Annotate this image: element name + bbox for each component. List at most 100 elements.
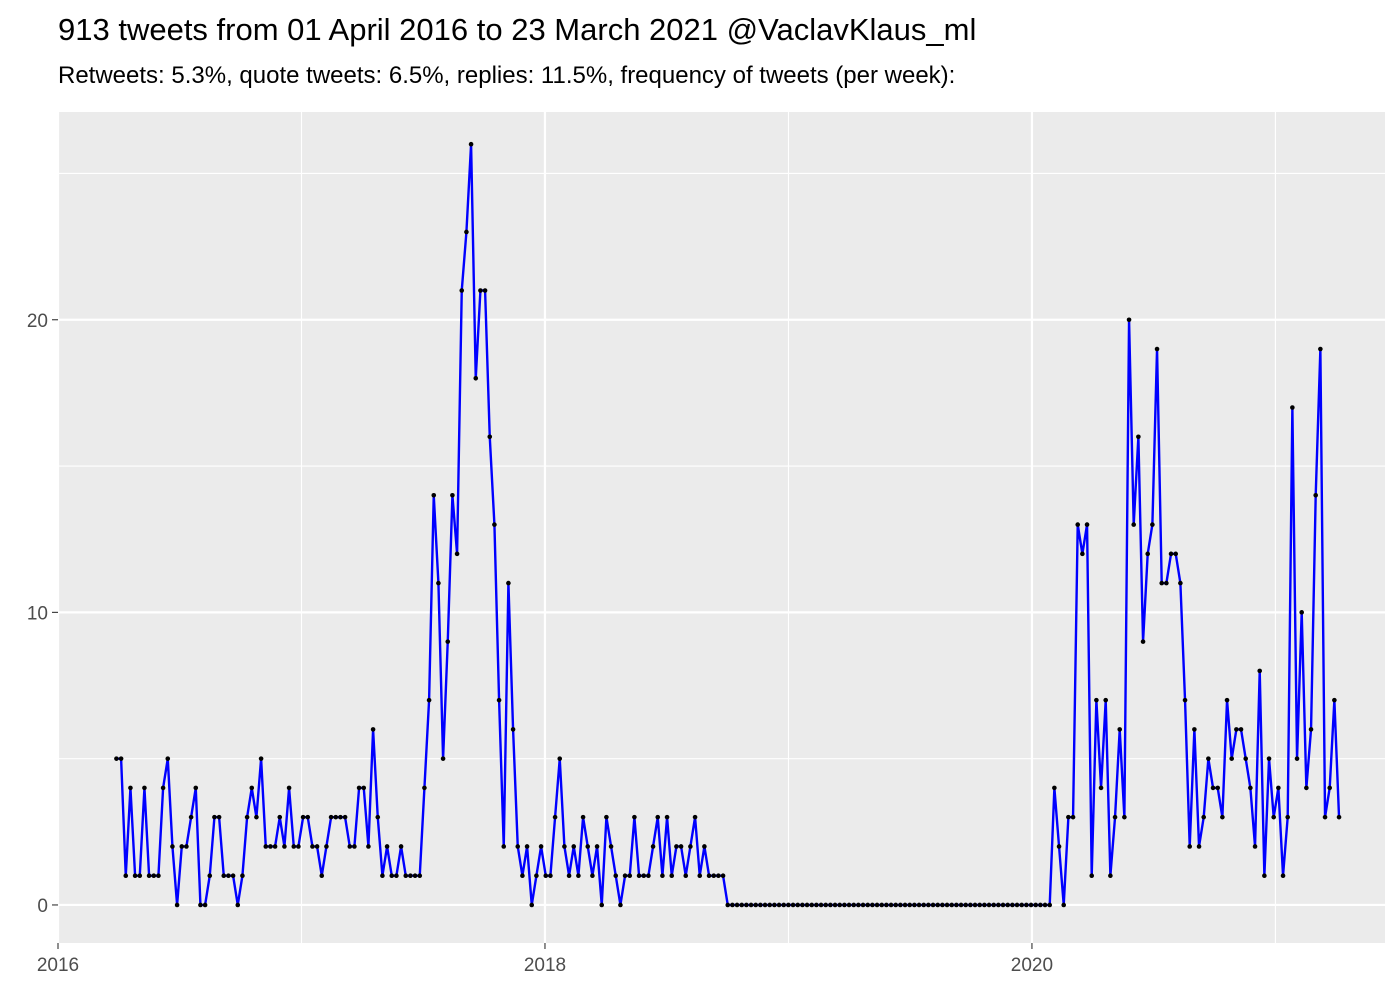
data-point: [790, 902, 796, 908]
data-point: [1117, 727, 1123, 732]
data-point: [571, 844, 577, 849]
data-point: [977, 902, 983, 908]
data-point: [529, 902, 535, 908]
data-point: [137, 873, 143, 878]
data-point: [585, 844, 591, 849]
data-point: [314, 844, 320, 849]
data-point: [356, 785, 362, 791]
data-point: [963, 902, 969, 908]
data-point: [179, 844, 185, 849]
data-point: [482, 288, 488, 293]
minor-gridlines: [58, 112, 1385, 943]
data-point: [832, 902, 838, 908]
data-point: [1206, 756, 1211, 761]
data-point: [431, 493, 437, 498]
data-point: [1066, 814, 1071, 820]
data-point: [786, 902, 791, 908]
data-point: [1187, 844, 1193, 849]
data-point: [982, 902, 987, 908]
data-point: [473, 375, 479, 381]
data-point: [1098, 785, 1104, 791]
data-point: [762, 902, 768, 908]
data-point: [902, 902, 908, 908]
data-point: [165, 756, 171, 761]
x-tick-label: 2018: [524, 955, 566, 976]
data-point: [188, 814, 194, 820]
data-point: [711, 873, 717, 878]
data-point: [1122, 814, 1127, 820]
data-point: [193, 785, 199, 791]
data-point: [1140, 639, 1146, 644]
data-point: [856, 902, 861, 908]
data-point: [1266, 756, 1272, 761]
data-point: [907, 902, 913, 908]
data-point: [1168, 551, 1174, 557]
data-point: [1108, 873, 1113, 878]
data-point: [767, 902, 773, 908]
data-point: [184, 844, 189, 849]
data-point: [1271, 814, 1276, 820]
data-point: [254, 814, 259, 820]
data-point: [720, 873, 726, 878]
data-point: [128, 785, 133, 791]
data-point: [487, 434, 493, 440]
data-point: [132, 873, 138, 878]
data-point: [823, 902, 829, 908]
data-point: [468, 141, 474, 147]
data-point: [664, 814, 670, 820]
data-point: [618, 902, 623, 908]
data-point: [548, 873, 553, 878]
data-point: [342, 814, 348, 820]
data-point: [1089, 873, 1095, 878]
data-point: [734, 902, 740, 908]
data-point: [641, 873, 647, 878]
data-point: [926, 902, 931, 908]
data-point: [1024, 902, 1029, 908]
data-point: [151, 873, 157, 878]
data-point: [417, 873, 423, 878]
data-point: [123, 873, 129, 878]
data-point: [552, 814, 558, 820]
data-point: [1299, 610, 1304, 615]
data-point: [1290, 405, 1295, 410]
data-point: [146, 873, 152, 878]
data-point: [604, 814, 609, 820]
data-point: [1154, 346, 1160, 352]
data-point: [851, 902, 857, 908]
data-point: [1042, 902, 1048, 908]
data-point: [408, 873, 413, 878]
data-point: [1280, 873, 1286, 878]
data-point: [235, 902, 241, 908]
data-point: [1094, 697, 1099, 703]
data-point: [496, 697, 502, 703]
data-point: [1112, 814, 1118, 820]
data-point: [454, 551, 460, 557]
data-point: [1294, 756, 1300, 761]
data-point: [436, 580, 441, 586]
data-point: [692, 814, 698, 820]
data-point: [590, 873, 595, 878]
data-point: [1224, 697, 1230, 703]
data-point: [440, 756, 446, 761]
data-point: [478, 288, 483, 293]
data-point: [202, 902, 208, 908]
data-point: [566, 873, 572, 878]
data-point: [660, 873, 665, 878]
data-point: [1182, 697, 1188, 703]
data-point: [221, 873, 227, 878]
data-point: [174, 902, 180, 908]
chart-subtitle: Retweets: 5.3%, quote tweets: 6.5%, repl…: [58, 62, 956, 89]
data-point: [1173, 551, 1179, 557]
data-point: [305, 814, 311, 820]
data-point: [1318, 346, 1323, 352]
data-point: [1038, 902, 1043, 908]
data-point: [1276, 785, 1281, 791]
data-point: [1285, 814, 1290, 820]
data-point: [328, 814, 334, 820]
data-point: [450, 493, 455, 498]
data-point: [954, 902, 959, 908]
data-point: [1243, 756, 1249, 761]
data-point: [1131, 522, 1137, 527]
data-point: [394, 873, 399, 878]
